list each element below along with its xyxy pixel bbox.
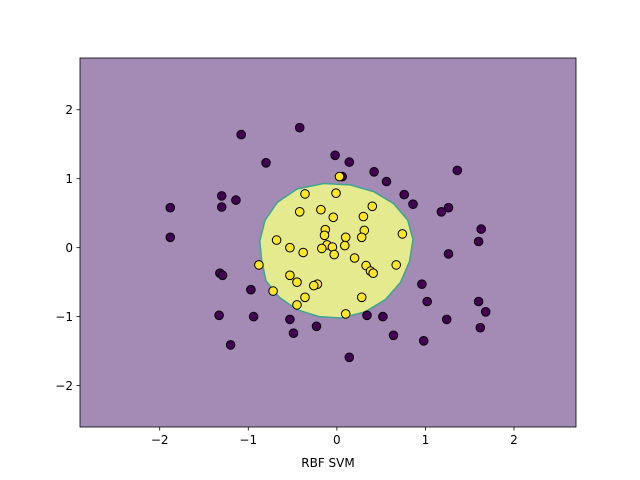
data-point-class-0 — [294, 122, 305, 133]
data-point-class-1 — [368, 268, 379, 279]
data-point-class-1 — [358, 211, 369, 222]
data-point-class-0 — [422, 296, 433, 307]
data-point-class-0 — [217, 270, 228, 281]
data-point-class-1 — [331, 188, 341, 198]
data-point-class-0 — [216, 202, 227, 212]
data-point-class-0 — [399, 189, 410, 200]
x-tick-label: 1 — [422, 433, 430, 447]
data-point-class-0 — [369, 167, 379, 177]
data-point-class-1 — [319, 230, 330, 241]
data-point-class-0 — [261, 158, 271, 168]
plot-area — [80, 58, 576, 427]
axes-frame — [79, 57, 577, 428]
data-point-class-1 — [356, 292, 367, 303]
data-point-class-1 — [285, 242, 295, 253]
data-point-class-1 — [328, 212, 339, 223]
data-point-class-1 — [391, 260, 402, 270]
y-axis: −2 −1 0 1 2 — [55, 103, 80, 393]
data-point-class-1 — [268, 286, 278, 296]
data-point-class-1 — [285, 270, 295, 281]
y-tick-label: −1 — [55, 310, 73, 324]
data-point-class-0 — [441, 314, 452, 325]
data-point-class-1 — [349, 253, 360, 263]
data-point-class-0 — [285, 314, 295, 325]
data-point-class-0 — [408, 199, 418, 209]
data-point-class-0 — [443, 202, 454, 213]
data-point-class-0 — [443, 249, 454, 259]
data-point-class-1 — [367, 201, 378, 212]
data-point-class-1 — [316, 204, 326, 215]
data-point-class-1 — [300, 189, 310, 199]
data-point-class-0 — [473, 296, 484, 307]
data-point-class-0 — [231, 195, 241, 205]
data-point-class-0 — [476, 224, 487, 234]
data-point-class-1 — [309, 280, 319, 291]
data-point-class-0 — [344, 157, 355, 167]
data-point-class-0 — [216, 191, 227, 201]
data-point-class-0 — [225, 340, 236, 350]
data-point-class-0 — [475, 322, 486, 333]
x-tick-label: −1 — [239, 433, 257, 447]
data-point-class-1 — [292, 300, 302, 310]
data-point-class-1 — [340, 240, 350, 251]
data-point-class-0 — [288, 328, 299, 339]
data-point-class-0 — [452, 165, 463, 176]
x-axis-label: RBF SVM — [301, 456, 354, 470]
data-point-class-1 — [254, 260, 264, 270]
data-point-class-1 — [340, 309, 351, 319]
data-point-class-0 — [381, 176, 392, 187]
data-point-class-0 — [246, 284, 256, 295]
data-point-class-1 — [356, 232, 367, 243]
y-tick-label: −2 — [55, 379, 73, 393]
data-point-class-0 — [165, 202, 176, 213]
data-point-class-0 — [362, 310, 372, 321]
data-point-class-0 — [165, 232, 176, 243]
data-point-class-1 — [298, 247, 309, 258]
data-point-class-0 — [311, 321, 322, 332]
data-point-class-0 — [236, 129, 246, 140]
x-axis: −2 −1 0 1 2 — [151, 427, 518, 447]
data-point-class-0 — [388, 330, 399, 341]
data-point-class-1 — [292, 277, 302, 288]
x-tick-label: 2 — [510, 433, 518, 447]
x-tick-label: 0 — [333, 433, 341, 447]
data-point-class-0 — [248, 311, 259, 322]
data-point-class-1 — [329, 249, 340, 260]
data-point-class-0 — [480, 307, 491, 317]
data-point-class-1 — [294, 207, 305, 217]
x-tick-label: −2 — [151, 433, 169, 447]
y-tick-label: 2 — [65, 103, 73, 117]
data-point-class-1 — [300, 292, 310, 303]
data-point-class-0 — [417, 279, 427, 290]
data-point-class-0 — [418, 336, 429, 346]
data-point-class-0 — [330, 150, 340, 161]
data-point-class-1 — [340, 232, 351, 243]
data-point-class-1 — [334, 171, 345, 182]
data-point-class-0 — [473, 236, 484, 247]
data-point-class-0 — [436, 207, 447, 217]
data-point-class-0 — [378, 311, 388, 322]
y-tick-label: 0 — [65, 241, 73, 255]
data-point-class-1 — [317, 243, 327, 254]
data-point-class-1 — [271, 235, 282, 245]
y-tick-label: 1 — [65, 172, 73, 186]
data-point-class-0 — [214, 310, 224, 321]
data-point-class-0 — [344, 352, 355, 363]
data-point-class-1 — [397, 229, 408, 239]
